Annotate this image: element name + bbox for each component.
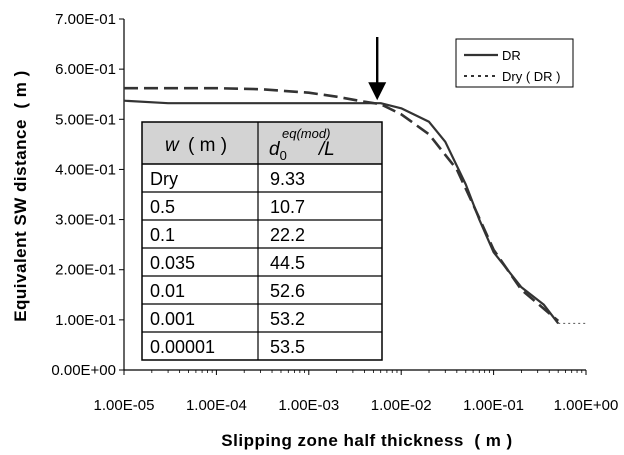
x-tick-label: 1.00E-02: [371, 397, 432, 414]
table-grid: [141, 121, 383, 361]
table-cell-w: 0.035: [150, 253, 195, 273]
y-tick-label: 5.00E-01: [55, 111, 116, 128]
series-layer: [123, 86, 586, 325]
y-tick-label: 1.00E-01: [55, 312, 116, 329]
arrow-head: [368, 82, 387, 101]
legend: DR Dry ( DR ): [455, 38, 574, 88]
y-tick-label: 2.00E-01: [55, 262, 116, 279]
arrow-layer: [368, 37, 387, 101]
table-header-d-superscript: eq(mod): [282, 126, 330, 141]
table-cell-w: Dry: [150, 169, 178, 189]
x-tick-label: 1.00E-01: [463, 397, 524, 414]
table-cell-d: 10.7: [270, 197, 305, 217]
table-header-d-subscript: 0: [280, 148, 287, 163]
legend-label-dr: DR: [502, 48, 521, 63]
table-cell-d: 9.33: [270, 169, 305, 189]
series-line-dashed: [124, 86, 560, 322]
x-ticks: 1.00E-05 1.00E-04 1.00E-03 1.00E-02 1.00E-01…: [94, 370, 619, 414]
x-axis-title: Slipping zone half thickness ( m ): [221, 431, 512, 450]
table-cell-w: 0.001: [150, 309, 195, 329]
legend-label-dry: Dry ( DR ): [502, 69, 561, 84]
table-cell-w: 0.01: [150, 281, 185, 301]
table-cell-d: 52.6: [270, 281, 305, 301]
table-header-w-unit: ( m ): [188, 135, 227, 156]
table-border: [141, 121, 383, 361]
y-axis-title: Equivalent SW distance ( m ): [11, 70, 30, 322]
table-header-w-symbol: w: [165, 135, 180, 156]
table-header-d-tail: /L: [317, 139, 335, 160]
y-ticks: 0.00E+00 1.00E-01 2.00E-01 3.00E-01 4.00E-01…: [51, 11, 124, 379]
y-tick-label: 4.00E-01: [55, 161, 116, 178]
table-header-w: w ( m ): [165, 135, 227, 156]
table-header-d: d0/L: [269, 139, 335, 163]
table-rows: Dry 9.33 0.5 10.7 0.1 22.2 0.035 44.5 0.01 52.6 0.…: [150, 169, 305, 357]
table-body-bg: [142, 164, 382, 360]
x-tick-label: 1.00E-03: [278, 397, 339, 414]
x-tick-label: 1.00E+00: [554, 397, 619, 414]
y-tick-label: 0.00E+00: [51, 362, 116, 379]
y-tick-label: 6.00E-01: [55, 61, 116, 78]
legend-box: [455, 38, 574, 88]
x-tick-label: 1.00E-05: [94, 397, 155, 414]
axes: [123, 19, 586, 371]
x-tick-label: 1.00E-04: [186, 397, 247, 414]
y-tick-label: 7.00E-01: [55, 11, 116, 28]
table-header-d-symbol: d: [269, 139, 281, 160]
table-cell-d: 44.5: [270, 253, 305, 273]
table-header-bg: [142, 122, 382, 164]
table-cell-d: 53.2: [270, 309, 305, 329]
table-cell-w: 0.5: [150, 197, 175, 217]
y-tick-label: 3.00E-01: [55, 212, 116, 229]
table-cell-w: 0.1: [150, 225, 175, 245]
data-table: w ( m ) d0/L eq(mod) Dry 9.33 0.5 10.7 0.1 22…: [141, 121, 383, 361]
table-cell-d: 22.2: [270, 225, 305, 245]
table-cell-w: 0.00001: [150, 337, 215, 357]
table-cell-d: 53.5: [270, 337, 305, 357]
